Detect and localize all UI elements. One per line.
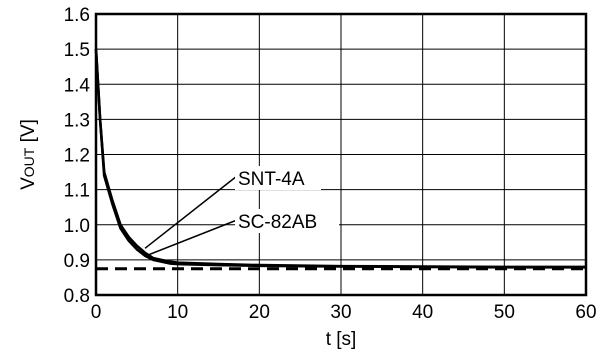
x-tick-label: 30 xyxy=(330,302,351,323)
y-axis-label-unit: [V] xyxy=(18,119,39,148)
callout-label: SC-82AB xyxy=(238,212,317,233)
callouts-group: SNT-4A SC-82AB xyxy=(144,166,339,256)
y-tick-label: 0.9 xyxy=(64,251,90,272)
x-tick-label: 0 xyxy=(91,302,102,323)
grid-lines xyxy=(95,13,587,296)
x-tick-label: 20 xyxy=(249,302,270,323)
y-tick-label: 1.5 xyxy=(64,40,90,61)
y-tick-labels: 0.8 0.9 1.0 1.1 1.2 1.3 1.4 1.5 1.6 xyxy=(64,5,91,307)
series-group xyxy=(94,49,586,271)
y-axis-label: VOUT [V] xyxy=(18,119,39,190)
x-tick-label: 60 xyxy=(575,302,596,323)
callout-leader xyxy=(144,175,238,249)
callout-label: SNT-4A xyxy=(238,169,305,190)
y-tick-label: 0.8 xyxy=(64,286,90,307)
y-tick-label: 1.1 xyxy=(64,181,90,202)
y-axis-label-sub: OUT xyxy=(21,147,37,177)
x-tick-label: 50 xyxy=(494,302,515,323)
x-tick-label: 40 xyxy=(412,302,433,323)
y-axis-label-main: V xyxy=(18,177,39,190)
x-tick-labels: 0 10 20 30 40 50 60 xyxy=(91,302,597,323)
y-tick-label: 1.4 xyxy=(64,75,91,96)
callout-label-bg xyxy=(235,166,321,190)
x-axis-label: t [s] xyxy=(326,329,357,350)
y-tick-label: 1.6 xyxy=(64,5,90,26)
callout-leader xyxy=(148,219,238,256)
series-line-sc-82ab xyxy=(94,49,586,269)
plot-frame xyxy=(94,12,588,297)
y-tick-label: 1.3 xyxy=(64,110,90,131)
y-tick-label: 1.0 xyxy=(64,216,90,237)
callout-label-bg xyxy=(235,209,339,233)
y-tick-label: 1.2 xyxy=(64,146,90,167)
x-tick-label: 10 xyxy=(167,302,188,323)
